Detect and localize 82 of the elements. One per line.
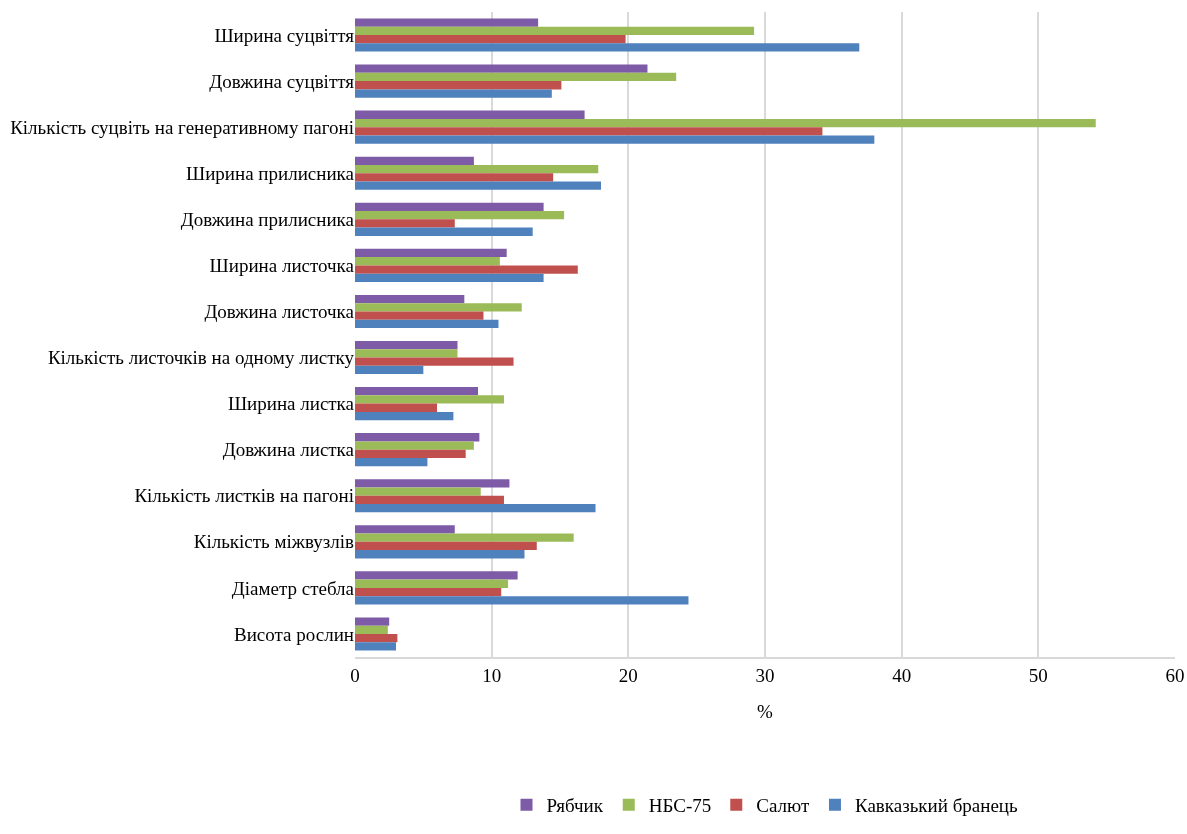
bar: [355, 173, 554, 182]
y-tick-label: Кількість листочків на одному листку: [47, 347, 355, 369]
bar: [355, 89, 552, 98]
bar: [355, 403, 437, 412]
bar: [355, 495, 504, 505]
bar: [355, 633, 398, 643]
y-tick-label: Довжина листка: [222, 439, 355, 461]
bar: [355, 18, 539, 27]
y-tick-label: Ширина листочка: [209, 255, 355, 277]
bar: [355, 202, 544, 212]
bar: [355, 110, 585, 119]
bar: [355, 411, 454, 421]
bar: [355, 164, 599, 174]
bar: [355, 227, 533, 236]
y-tick-label: Діаметр стебла: [231, 577, 355, 599]
legend-label: Кавказький бранець: [854, 795, 1019, 817]
bar: [355, 365, 424, 375]
bar: [355, 26, 755, 36]
x-tick-label: 40: [892, 664, 912, 686]
x-tick-label: 0: [350, 664, 360, 686]
y-tick-label: Довжина прилисника: [180, 208, 355, 230]
bar: [355, 587, 502, 597]
y-tick-label: Довжина суцвіття: [209, 70, 355, 92]
bar: [355, 525, 455, 534]
bar: [355, 550, 525, 559]
bar: [355, 135, 875, 144]
bar: [355, 294, 465, 304]
bar: [355, 596, 689, 605]
bar: [355, 457, 428, 467]
x-axis-title: %: [757, 701, 774, 723]
legend-label: НБС-75: [648, 795, 712, 817]
bar: [355, 357, 514, 366]
bar: [355, 541, 537, 551]
bar: [355, 441, 474, 450]
bar: [355, 579, 509, 588]
bar: [355, 504, 596, 513]
y-tick-label: Ширина листка: [227, 393, 355, 415]
bar: [355, 625, 388, 634]
bar: [355, 265, 578, 274]
x-tick-label: 50: [1028, 664, 1048, 686]
bar: [355, 127, 823, 136]
bar: [355, 533, 574, 542]
bar: [355, 72, 677, 82]
bar: [355, 449, 466, 458]
bar: [355, 64, 648, 73]
y-tick-label: Висота рослин: [234, 623, 354, 645]
bar: [355, 571, 518, 580]
bar: [355, 248, 507, 258]
bar: [355, 479, 510, 488]
bar: [355, 156, 474, 165]
bar: [355, 273, 544, 282]
bar: [355, 43, 860, 52]
bar: [355, 81, 562, 90]
bar: [355, 181, 601, 190]
x-tick-label: 30: [755, 664, 775, 686]
bar: [355, 642, 396, 651]
bar: [355, 211, 565, 220]
x-tick-label: 60: [1165, 664, 1185, 686]
x-tick-label: 20: [618, 664, 638, 686]
bar: [355, 303, 522, 312]
bar: [355, 340, 458, 350]
legend-label: Рябчик: [546, 795, 604, 817]
bar: [355, 487, 481, 496]
bar: [355, 118, 1096, 128]
bar: [355, 219, 455, 228]
x-tick-label: 10: [482, 664, 502, 686]
y-tick-label: Ширина суцвіття: [214, 24, 355, 46]
y-tick-label: Кількість листків на пагоні: [134, 485, 354, 507]
bar: [355, 617, 390, 626]
y-tick-label: Довжина листочка: [204, 301, 355, 323]
bar: [355, 311, 484, 320]
legend-label: Салют: [756, 795, 810, 817]
bar: [355, 319, 499, 329]
y-tick-label: Кількість суцвіть на генеративному пагоні: [10, 116, 354, 138]
bar: [355, 395, 504, 404]
bar: [355, 349, 458, 358]
y-tick-label: Ширина прилисника: [186, 162, 355, 184]
bar: [355, 387, 478, 396]
bar: [355, 257, 500, 266]
bar: [355, 35, 626, 44]
y-tick-label: Кількість міжвузлів: [193, 531, 355, 553]
bar: [355, 433, 480, 442]
